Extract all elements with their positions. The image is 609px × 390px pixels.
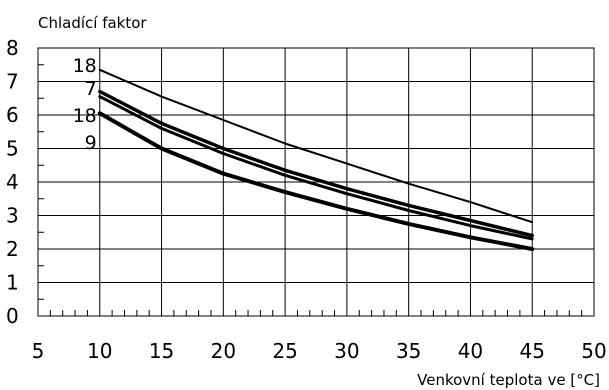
series-line-2 bbox=[98, 95, 534, 241]
x-tick-label-45: 45 bbox=[519, 339, 544, 363]
series-line-1 bbox=[98, 89, 534, 238]
series-label-1: 7 bbox=[85, 78, 97, 100]
series-label-2: 18 bbox=[73, 105, 97, 127]
x-tick-label-5: 5 bbox=[32, 339, 45, 363]
y-axis-title: Chladící faktor bbox=[38, 14, 147, 32]
x-tick-labels: 5 10 15 20 25 30 35 40 45 50 bbox=[32, 339, 607, 363]
minor-ticks bbox=[38, 64, 583, 316]
series-line-0 bbox=[98, 68, 534, 224]
y-tick-label-3: 3 bbox=[6, 204, 19, 228]
x-tick-label-50: 50 bbox=[581, 339, 606, 363]
grid bbox=[38, 48, 594, 316]
x-tick-label-30: 30 bbox=[334, 339, 359, 363]
series-label-0: 18 bbox=[73, 55, 97, 77]
y-tick-labels: 0 1 2 3 4 5 6 7 8 bbox=[6, 36, 19, 328]
x-tick-label-10: 10 bbox=[87, 339, 112, 363]
series-line-3 bbox=[97, 111, 535, 251]
series-label-3: 9 bbox=[85, 132, 97, 154]
x-tick-label-15: 15 bbox=[149, 339, 174, 363]
y-tick-label-6: 6 bbox=[6, 103, 19, 127]
x-tick-label-35: 35 bbox=[396, 339, 421, 363]
y-tick-label-2: 2 bbox=[6, 237, 19, 261]
x-axis-title: Venkovní teplota ve [°C] bbox=[417, 371, 600, 389]
y-tick-label-1: 1 bbox=[6, 271, 19, 295]
y-tick-label-8: 8 bbox=[6, 36, 19, 60]
y-tick-label-4: 4 bbox=[6, 170, 19, 194]
x-tick-label-25: 25 bbox=[272, 339, 297, 363]
x-tick-label-40: 40 bbox=[458, 339, 483, 363]
y-tick-label-0: 0 bbox=[6, 304, 19, 328]
series-lines bbox=[97, 68, 535, 251]
y-tick-label-7: 7 bbox=[6, 70, 19, 94]
x-tick-label-20: 20 bbox=[211, 339, 236, 363]
plot-area-frame bbox=[37, 47, 595, 317]
y-tick-label-5: 5 bbox=[6, 137, 19, 161]
